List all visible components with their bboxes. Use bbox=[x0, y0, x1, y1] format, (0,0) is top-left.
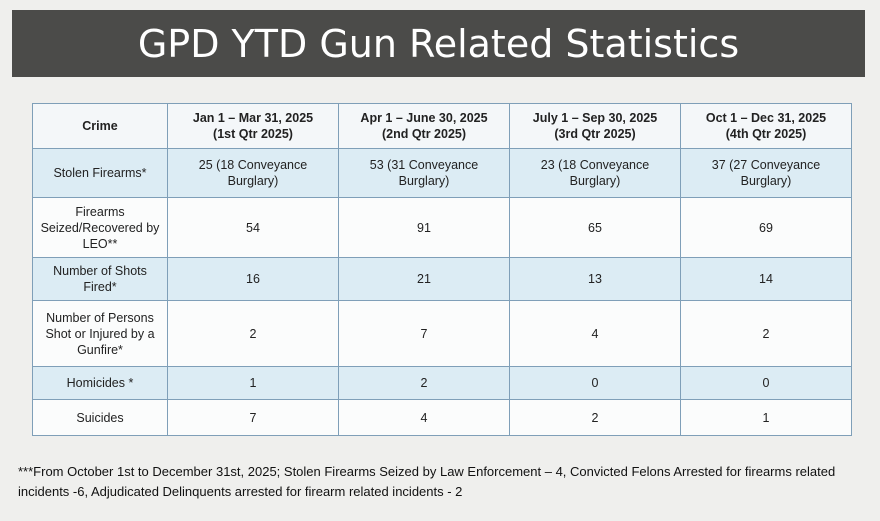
footnote: ***From October 1st to December 31st, 20… bbox=[18, 464, 836, 499]
slide-title: GPD YTD Gun Related Statistics bbox=[12, 10, 865, 77]
value-cell-q2: 2 bbox=[338, 366, 510, 400]
table-row: Suicides 7 4 2 1 bbox=[32, 399, 852, 436]
table-row: Stolen Firearms* 25 (18 Conveyance Burgla… bbox=[32, 148, 852, 198]
value-cell-q2: 4 bbox=[338, 399, 510, 436]
header-sublabel: (1st Qtr 2025) bbox=[213, 127, 293, 141]
table-row: Firearms Seized/Recovered by LEO** 54 91 65… bbox=[32, 197, 852, 258]
header-sublabel: (2nd Qtr 2025) bbox=[381, 127, 467, 141]
value-cell-q1: 54 bbox=[167, 197, 339, 258]
header-sublabel: (4th Qtr 2025) bbox=[725, 127, 807, 141]
statistics-table: Crime Jan 1 – Mar 31, 2025 (1st Qtr 2025)… bbox=[32, 103, 852, 436]
crime-cell: Homicides * bbox=[32, 366, 168, 400]
crime-cell: Number of Persons Shot or Injured by a G… bbox=[32, 300, 168, 367]
value-cell-q1: 16 bbox=[167, 257, 339, 301]
value-cell-q4: 69 bbox=[680, 197, 852, 258]
crime-cell: Firearms Seized/Recovered by LEO** bbox=[32, 197, 168, 258]
value-cell-q4: 1 bbox=[680, 399, 852, 436]
value-cell-q4: 2 bbox=[680, 300, 852, 367]
value-cell-q4: 37 (27 Conveyance Burglary) bbox=[680, 148, 852, 198]
header-label: Apr 1 – June 30, 2025 bbox=[360, 111, 488, 125]
value-cell-q2: 53 (31 Conveyance Burglary) bbox=[338, 148, 510, 198]
crime-cell: Suicides bbox=[32, 399, 168, 436]
header-q2: Apr 1 – June 30, 2025 (2nd Qtr 2025) bbox=[338, 103, 510, 149]
table-header-row: Crime Jan 1 – Mar 31, 2025 (1st Qtr 2025)… bbox=[32, 103, 852, 149]
value-cell-q2: 21 bbox=[338, 257, 510, 301]
header-label: Oct 1 – Dec 31, 2025 bbox=[705, 111, 827, 125]
header-q4: Oct 1 – Dec 31, 2025 (4th Qtr 2025) bbox=[680, 103, 852, 149]
header-label: July 1 – Sep 30, 2025 bbox=[532, 111, 658, 125]
crime-cell: Stolen Firearms* bbox=[32, 148, 168, 198]
header-label: Crime bbox=[82, 119, 118, 133]
table-row: Number of Persons Shot or Injured by a G… bbox=[32, 300, 852, 367]
table-row: Homicides * 1 2 0 0 bbox=[32, 366, 852, 400]
value-cell-q1: 1 bbox=[167, 366, 339, 400]
table-row: Number of Shots Fired* 16 21 13 14 bbox=[32, 257, 852, 301]
crime-cell: Number of Shots Fired* bbox=[32, 257, 168, 301]
value-cell-q3: 2 bbox=[509, 399, 681, 436]
value-cell-q3: 13 bbox=[509, 257, 681, 301]
value-cell-q3: 23 (18 Conveyance Burglary) bbox=[509, 148, 681, 198]
value-cell-q3: 4 bbox=[509, 300, 681, 367]
value-cell-q2: 91 bbox=[338, 197, 510, 258]
header-crime: Crime bbox=[32, 103, 168, 149]
value-cell-q1: 25 (18 Conveyance Burglary) bbox=[167, 148, 339, 198]
header-q1: Jan 1 – Mar 31, 2025 (1st Qtr 2025) bbox=[167, 103, 339, 149]
value-cell-q3: 65 bbox=[509, 197, 681, 258]
value-cell-q4: 14 bbox=[680, 257, 852, 301]
header-sublabel: (3rd Qtr 2025) bbox=[554, 127, 636, 141]
value-cell-q1: 2 bbox=[167, 300, 339, 367]
value-cell-q4: 0 bbox=[680, 366, 852, 400]
header-q3: July 1 – Sep 30, 2025 (3rd Qtr 2025) bbox=[509, 103, 681, 149]
value-cell-q3: 0 bbox=[509, 366, 681, 400]
value-cell-q1: 7 bbox=[167, 399, 339, 436]
header-label: Jan 1 – Mar 31, 2025 bbox=[192, 111, 314, 125]
value-cell-q2: 7 bbox=[338, 300, 510, 367]
